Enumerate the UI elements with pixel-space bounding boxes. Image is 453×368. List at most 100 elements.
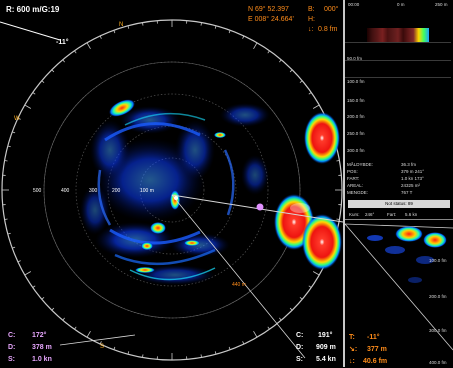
compass-tick — [290, 70, 292, 72]
depth-label-100: 100.0 fm — [347, 79, 365, 84]
compass-tick — [12, 247, 15, 248]
measure-label: MENGDE: — [347, 190, 368, 195]
compass-tick — [87, 331, 91, 337]
compass-tick — [309, 92, 311, 94]
svg-text:W: W — [14, 116, 20, 122]
compass-tick — [254, 43, 258, 49]
target-horiz-label: ↘: — [349, 346, 357, 354]
vessel-icon — [174, 196, 178, 200]
target-depth-value: 40.6 fm — [363, 358, 387, 366]
side-scale-300: 300.0 fm — [429, 328, 447, 333]
compass-tick — [201, 354, 202, 357]
compass-tick — [229, 30, 230, 33]
target-depth-label: ↓: — [349, 358, 355, 366]
depth-label-250: 250.0 fm — [347, 131, 365, 136]
depth-label-300: 300.0 fm — [347, 148, 365, 153]
scale-max: 250 m — [435, 2, 448, 7]
compass-tick — [74, 51, 76, 53]
ring-label-200: 200 — [112, 187, 120, 195]
cursor-course-label: C: — [8, 332, 15, 340]
fart-label: Fart: — [387, 212, 396, 217]
svg-text:N: N — [119, 22, 123, 28]
target-horiz-value: 377 m — [367, 346, 387, 354]
compass-tick — [243, 341, 244, 344]
compass-tick — [114, 347, 115, 350]
echogram-strip[interactable] — [367, 28, 429, 42]
compass-tick — [336, 160, 339, 161]
tilt-readout: -11° — [56, 39, 69, 47]
compass-tick — [114, 30, 115, 33]
target-distance-value: 909 m — [316, 344, 336, 352]
compass-tick — [279, 318, 281, 320]
status-box[interactable]: Not status: 89 — [348, 200, 450, 208]
info-panel: 00:00 0 m 250 m 50.0 fm 100.0 fm 150.0 f… — [343, 0, 453, 367]
measure-row: FART:1.0 kn 173° — [347, 176, 451, 183]
measure-value: 24325 m² — [401, 183, 420, 188]
compass-tick — [229, 347, 230, 350]
compass-tick — [336, 219, 339, 220]
cursor-course-value: 172° — [32, 332, 46, 340]
compass-tick — [33, 286, 35, 288]
ring-label-100: 100 m — [140, 187, 154, 195]
measure-label: MÅLDYBDE: — [347, 162, 373, 167]
side-view[interactable]: 100.0 fm 200.0 fm 300.0 fm 400.0 fm — [345, 219, 453, 368]
cursor-distance-value: 378 m — [32, 344, 52, 352]
depth-label-200: 200.0 fm — [347, 114, 365, 119]
ring-label-500: 500 — [33, 187, 41, 195]
sonar-canvas[interactable]: N W S — [0, 0, 343, 367]
side-scale-200: 200.0 fm — [429, 294, 447, 299]
heading-line — [0, 22, 60, 40]
kurs-label: Kurs: — [349, 212, 360, 217]
compass-tick — [254, 331, 258, 337]
cursor-distance-label: D: — [8, 344, 15, 352]
target-speed-value: 5.4 kn — [316, 356, 336, 364]
measure-value: 767 T — [401, 190, 412, 195]
compass-tick — [33, 92, 35, 94]
measure-row: MÅLDYBDE: 36.3 fm — [347, 162, 451, 169]
measure-value: 36.3 fm — [401, 162, 416, 167]
compass-tick — [42, 297, 44, 299]
latitude: N 69° 52.397 — [248, 6, 289, 14]
longitude: E 008° 24.664' — [248, 16, 294, 24]
compass-tick — [313, 272, 319, 276]
sonar-display[interactable]: N W S 500 400 300 200 100 m 440 m R: 600… — [0, 0, 343, 367]
depth-label-150: 150.0 fm — [347, 98, 365, 103]
arrow-label: ↓: — [308, 26, 313, 34]
depth-value: 0.8 fm — [318, 26, 337, 34]
compass-tick — [63, 60, 65, 62]
compass-tick — [142, 354, 143, 357]
scale-zero: 0 m — [397, 2, 405, 7]
compass-tick — [268, 51, 270, 53]
bearing-value: 000° — [324, 6, 338, 14]
compass-tick — [5, 160, 8, 161]
compass-tick — [100, 36, 101, 39]
range-readout: R: 600 m/G:19 — [6, 6, 59, 14]
compass-tick — [279, 60, 281, 62]
marker-distance: 440 m — [232, 281, 246, 289]
compass-tick — [42, 81, 44, 83]
side-scale-400: 400.0 fm — [429, 360, 447, 365]
kurs-value: 246° — [365, 212, 374, 217]
target-distance-label: D: — [296, 344, 303, 352]
target-course-label: C: — [296, 332, 303, 340]
compass-tick — [74, 327, 76, 329]
compass-tick — [5, 219, 8, 220]
compass-tick — [18, 261, 21, 262]
target-marker[interactable] — [257, 204, 264, 211]
scale-time: 00:00 — [348, 2, 359, 7]
cursor-speed-value: 1.0 kn — [32, 356, 52, 364]
compass-tick — [313, 105, 319, 109]
compass-tick — [309, 286, 311, 288]
echogram-line — [345, 42, 451, 43]
compass-tick — [300, 297, 302, 299]
target-course-value: 191° — [318, 332, 332, 340]
target-speed-label: S: — [296, 356, 303, 364]
measure-label: FART: — [347, 176, 359, 181]
svg-text:S: S — [100, 344, 104, 350]
compass-tick — [201, 23, 202, 26]
compass-tick — [52, 70, 54, 72]
depth-label: H: — [308, 16, 315, 24]
echogram-scale: 00:00 0 m 250 m — [345, 0, 453, 10]
compass-tick — [25, 272, 31, 276]
